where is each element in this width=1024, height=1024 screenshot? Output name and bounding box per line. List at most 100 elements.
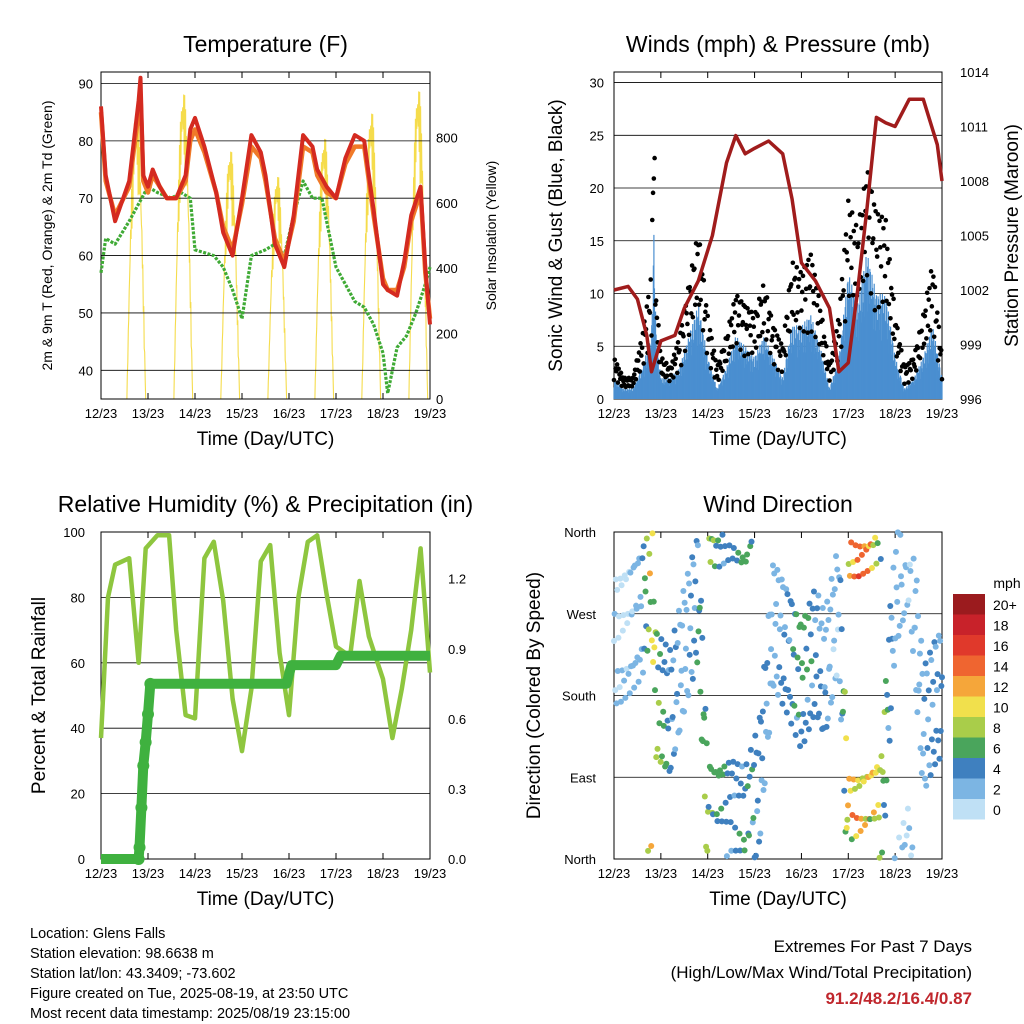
gust-point [735,293,740,299]
direction-point [768,646,775,653]
direction-point [771,652,778,659]
speed-legend-swatch [953,594,985,615]
direction-point [864,567,871,574]
panel2-xtick-label: 13/23 [645,406,678,421]
precip-ytick-label: 0.0 [448,852,466,867]
gust-point [856,241,861,246]
gust-point [915,345,921,351]
gust-point [651,176,657,181]
gust-point [717,361,723,366]
direction-point [627,569,634,576]
gust-point [763,337,769,342]
direction-point [926,762,933,769]
direction-point [816,710,822,717]
direction-point [939,674,945,681]
direction-point [846,572,853,579]
direction-point [886,737,893,744]
gust-point [786,287,792,293]
direction-point [739,763,746,770]
gust-point [783,352,789,358]
direction-point [823,723,830,730]
direction-point [858,815,865,822]
direction-point [614,586,621,593]
direction-point [873,560,880,567]
direction-point [716,563,723,570]
gust-point [770,333,775,339]
station-info: Location: Glens Falls Station elevation:… [30,924,350,1024]
gust-point [697,242,703,247]
direction-point [718,805,725,812]
gust-point [859,225,864,231]
direction-point [828,575,835,582]
direction-point [642,588,649,595]
gust-point [612,357,618,363]
gust-point [926,297,932,302]
gust-point [920,345,925,351]
precipitation-point [142,708,154,721]
gust-point [778,353,783,359]
direction-point [623,665,630,672]
gust-point [639,353,644,358]
gust-point [714,373,720,379]
gust-point [855,244,860,250]
direction-point [899,617,906,624]
gust-point [692,266,697,271]
pressure-ytick-label: 1011 [960,120,988,135]
panel1-xtick-label: 12/23 [85,406,118,421]
direction-point [814,605,821,612]
speed-legend-swatch [953,778,985,799]
direction-point [752,732,759,739]
direction-point [775,691,781,698]
gust-point [740,319,746,325]
direction-point [917,745,924,752]
gust-point [730,344,736,349]
direction-point [933,727,940,734]
panel2-xtick-label: 19/23 [926,406,959,421]
gust-point [852,241,857,246]
direction-point [716,767,723,774]
gust-point [653,298,659,303]
direction-point [692,578,699,585]
gust-point [745,306,750,311]
gust-point [616,366,621,372]
gust-point [888,315,893,321]
direction-point [772,620,779,627]
direction-point [830,646,837,653]
direction-point [921,695,928,702]
direction-point [703,740,710,747]
panel3-xtick-label: 17/23 [320,866,353,881]
gust-point [822,340,828,346]
gust-point [736,313,742,318]
gust-point [803,297,808,302]
direction-point [737,847,744,854]
pressure-ytick-label: 1002 [960,283,989,298]
direction-point [888,614,895,621]
direction-point [843,735,850,742]
direction-point [918,637,925,644]
wind-ylabel: Sonic Wind & Gust (Blue, Black) [546,99,567,371]
direction-point [778,576,785,583]
direction-point [668,666,675,673]
relative-humidity-line [98,533,433,754]
direction-point [631,684,638,691]
direction-point [681,599,688,606]
gust-point [672,361,678,367]
pressure-ytick-label: 1008 [960,174,989,189]
direction-point [776,626,783,633]
direction-point [810,588,817,595]
gust-point [913,368,919,373]
direction-point [653,754,660,761]
direction-point [915,687,922,694]
direction-point [879,769,886,776]
direction-point [777,612,784,619]
gust-point [653,302,658,307]
gust-point [848,234,853,240]
direction-point [812,652,819,659]
gust-point [667,378,672,384]
gust-point [641,361,646,366]
gust-point [849,265,854,271]
gust-point [931,334,937,340]
direction-point [882,677,889,684]
direction-point [752,852,759,859]
gust-point [806,257,811,263]
